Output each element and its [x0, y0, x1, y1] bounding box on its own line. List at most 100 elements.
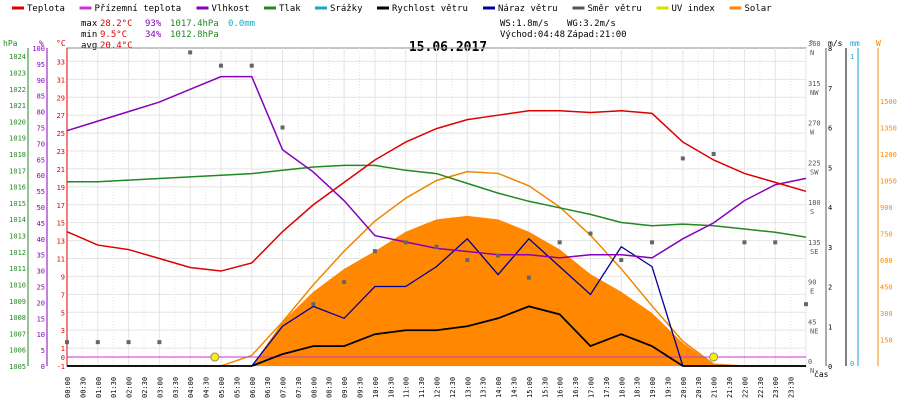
time-label-29: 14:30 [510, 377, 518, 398]
temp-tick-17: 33 [57, 58, 65, 66]
wind-dir-point-11 [403, 240, 408, 245]
time-label-44: 22:00 [741, 377, 749, 398]
rain-tick-1: 1 [850, 53, 854, 61]
hpa-tick-15: 1020 [9, 118, 26, 126]
dir-name-7: NW [810, 89, 819, 97]
dir-name-2: E [810, 288, 814, 296]
hum-tick-11: 55 [37, 188, 45, 196]
stat-max-temp: 28.2°C [100, 19, 133, 29]
dir-name-1: NE [810, 327, 818, 335]
legend-label-9: Solar [745, 4, 773, 14]
hum-axis-title: % [39, 39, 44, 48]
stat-min-hum: 34% [145, 30, 162, 40]
time-label-21: 10:30 [387, 377, 395, 398]
time-label-23: 11:30 [418, 377, 426, 398]
wind-dir-point-22 [742, 240, 747, 245]
hum-tick-10: 50 [37, 204, 45, 212]
dir-name-8: N [810, 49, 814, 57]
hpa-tick-3: 1008 [9, 314, 26, 322]
legend-label-8: UV index [672, 4, 716, 14]
wind-axis-title: m/s [828, 39, 843, 48]
temp-tick-14: 27 [57, 112, 65, 120]
time-label-1: 00:30 [79, 377, 87, 398]
hpa-tick-16: 1021 [9, 102, 26, 110]
time-label-27: 13:30 [480, 377, 488, 398]
wind-tick-7: 7 [828, 85, 832, 93]
time-label-38: 19:00 [649, 377, 657, 398]
wind-tick-8: 8 [828, 45, 832, 53]
temp-tick-6: 11 [57, 256, 65, 264]
time-label-5: 02:30 [141, 377, 149, 398]
legend-label-7: Směr větru [588, 4, 642, 14]
time-label-28: 14:00 [495, 377, 503, 398]
temp-tick-zero: 0 [61, 354, 65, 362]
time-label-19: 09:30 [357, 377, 365, 398]
wind-tick-4: 4 [828, 204, 832, 212]
time-label-33: 16:30 [572, 377, 580, 398]
hpa-tick-8: 1013 [9, 233, 26, 241]
hum-tick-14: 70 [37, 140, 45, 148]
wind-tick-5: 5 [828, 164, 832, 172]
temp-tick-8: 15 [57, 220, 65, 228]
wind-dir-point-18 [619, 258, 624, 262]
time-label-22: 11:00 [403, 377, 411, 398]
time-label-42: 21:00 [711, 377, 719, 398]
dir-name-4: S [810, 208, 814, 216]
legend-label-2: Vlhkost [212, 4, 250, 14]
stat-max-label: max [81, 19, 98, 29]
time-label-17: 08:30 [326, 377, 334, 398]
hum-tick-8: 40 [37, 236, 45, 244]
hum-tick-0: 0 [41, 363, 45, 371]
hum-tick-20: 100 [32, 45, 45, 53]
wind-dir-point-9 [342, 280, 347, 285]
wind-dir-point-19 [650, 240, 655, 245]
dir-name-5: SW [810, 168, 819, 176]
time-label-41: 20:30 [695, 377, 703, 398]
temp-tick-5: 9 [61, 273, 65, 281]
dir-tick-5: 225 [808, 159, 821, 167]
wind-dir-point-0 [65, 340, 69, 345]
hpa-tick-10: 1015 [9, 200, 26, 208]
dir-name-0: N [810, 367, 814, 375]
dir-tick-1: 45 [808, 318, 816, 326]
time-label-45: 22:30 [757, 377, 765, 398]
wind-dir-point-7 [280, 125, 285, 130]
wind-dir-point-17 [588, 231, 593, 236]
solar-tick-5: 900 [880, 204, 893, 212]
legend-label-6: Náraz větru [498, 4, 558, 14]
hpa-axis-title: hPa [3, 39, 18, 48]
wind-tick-2: 2 [828, 284, 832, 292]
stat-ws: WS:1.8m/s [500, 19, 549, 29]
time-label-15: 07:30 [295, 377, 303, 398]
hum-tick-1: 5 [41, 347, 45, 355]
legend-label-1: Přízemní teplota [95, 4, 182, 14]
hum-tick-9: 45 [37, 220, 45, 228]
series-solar [67, 215, 806, 366]
temp-tick-7: 13 [57, 238, 65, 246]
rain-tick-0: 0 [850, 360, 854, 368]
time-label-14: 07:00 [280, 377, 288, 398]
temp-tick-11: 21 [57, 166, 65, 174]
time-label-26: 13:00 [464, 377, 472, 398]
time-label-46: 23:00 [772, 377, 780, 398]
dir-name-6: W [810, 129, 815, 137]
temp-tick-3: 5 [61, 309, 65, 317]
time-label-4: 02:00 [126, 377, 134, 398]
stat-min-label: min [81, 30, 97, 40]
stat-min-press: 1012.8hPa [170, 30, 219, 40]
wind-dir-point-15 [526, 275, 531, 280]
stat-rain: 0.0mm [228, 19, 255, 29]
time-label-39: 19:30 [664, 377, 672, 398]
time-label-12: 06:00 [249, 377, 257, 398]
wind-dir-point-8 [311, 302, 316, 307]
time-label-18: 09:00 [341, 377, 349, 398]
temp-tick-9: 17 [57, 202, 65, 210]
wind-dir-point-24 [804, 302, 808, 307]
stat-sunrise: Východ:04:48 [500, 30, 565, 40]
solar-axis-title: W [876, 39, 881, 48]
hpa-tick-4: 1009 [9, 298, 26, 306]
legend-label-3: Tlak [279, 4, 301, 14]
stat-avg-label: avg [81, 41, 97, 51]
sunset-marker [709, 352, 719, 362]
